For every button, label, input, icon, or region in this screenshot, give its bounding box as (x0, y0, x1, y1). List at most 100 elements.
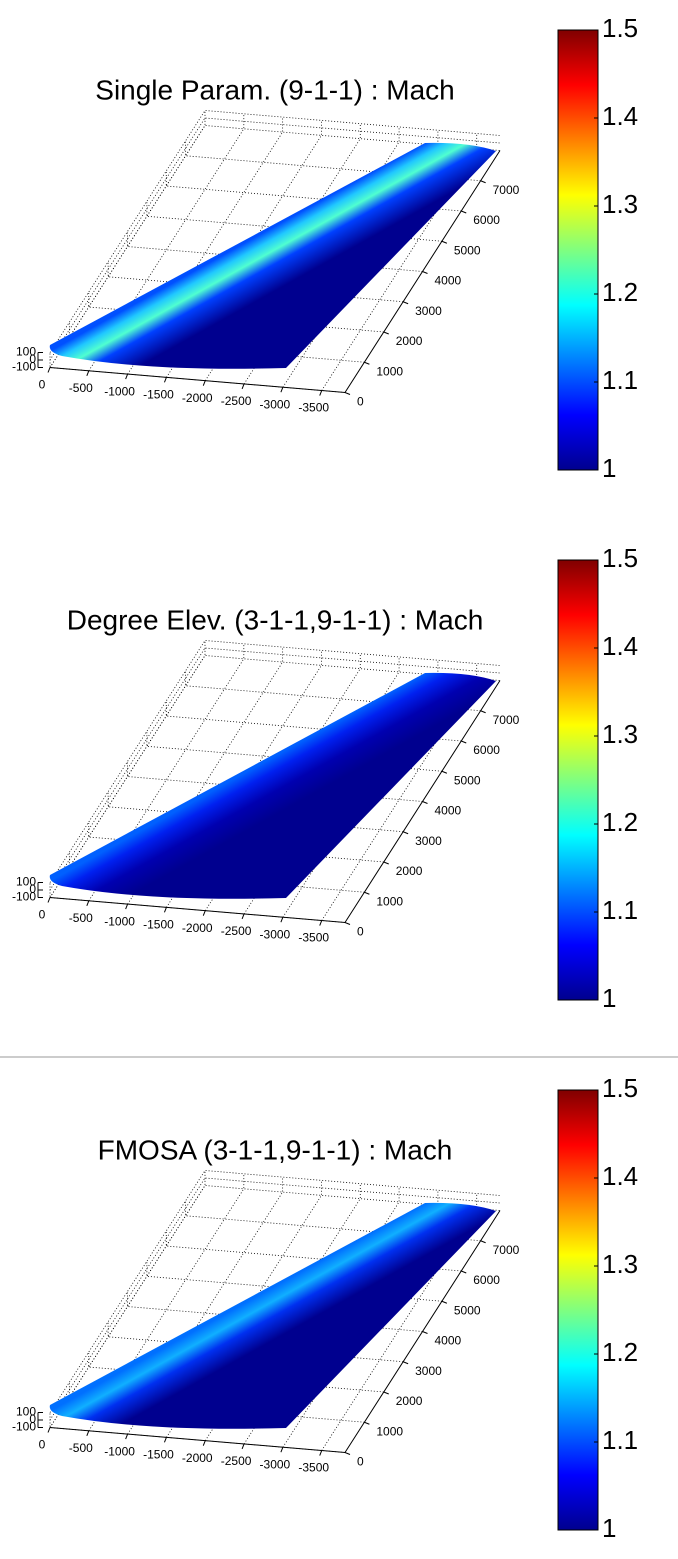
y-tick-label: 3000 (415, 304, 442, 318)
grid-line (68, 1382, 365, 1423)
colorbar-tick-label: 1.4 (602, 101, 638, 131)
colorbar-tick-label: 1.5 (602, 13, 638, 43)
x-tick-label: -1500 (143, 918, 174, 932)
x-tick-label: -500 (69, 911, 93, 925)
x-tick-label: -3000 (260, 927, 291, 941)
y-tick (441, 1300, 448, 1304)
y-tick (402, 831, 409, 835)
y-tick (344, 922, 351, 925)
grid-line (49, 110, 206, 368)
y-tick-label: 0 (357, 925, 364, 939)
z-tick-label: 100 (16, 345, 36, 359)
z-tick-label: 100 (16, 875, 36, 889)
x-tick-label: -2500 (221, 924, 252, 938)
y-tick-label: 6000 (473, 1273, 500, 1287)
grid-line (88, 1173, 245, 1432)
grid-line (146, 731, 442, 772)
chart-title: FMOSA (3-1-1,9-1-1) : Mach (98, 1134, 453, 1165)
x-tick-label: -3500 (298, 401, 329, 415)
colorbar-tick-label: 1.5 (602, 1073, 638, 1103)
grid-line (165, 701, 462, 742)
grid-line (107, 791, 404, 833)
grid-line (127, 761, 423, 802)
x-tick-label: 0 (39, 378, 46, 392)
x-tick (319, 920, 323, 926)
y-tick-label: 0 (357, 395, 364, 409)
y-tick (422, 271, 428, 274)
x-tick (319, 1450, 323, 1456)
colorbar (557, 29, 599, 471)
y-tick-label: 5000 (454, 243, 481, 257)
y-tick-label: 3000 (415, 834, 442, 848)
y-tick-label: 3000 (415, 1364, 442, 1378)
grid-line (185, 1200, 481, 1242)
grid-line (321, 663, 478, 921)
surface (49, 142, 496, 369)
y-tick-label: 5000 (454, 773, 481, 787)
z-tick-label: -100 (12, 890, 36, 904)
colorbar-tick-label: 1.3 (602, 1249, 638, 1279)
x-tick (280, 1447, 284, 1453)
grid-line (166, 1180, 322, 1438)
y-tick-label: 7000 (493, 183, 520, 197)
grid-line (68, 852, 365, 893)
y-tick-label: 6000 (473, 213, 500, 227)
colorbar-tick-label: 1.2 (602, 1337, 638, 1367)
grid-line (127, 1177, 284, 1435)
y-tick-label: 4000 (435, 1334, 462, 1348)
x-tick (202, 380, 206, 386)
x-tick (319, 390, 323, 396)
y-tick-label: 5000 (454, 1303, 481, 1317)
y-tick (402, 1361, 409, 1365)
y-tick (480, 1240, 486, 1244)
y-tick (480, 180, 486, 184)
grid-line (282, 660, 439, 918)
x-tick (241, 383, 245, 390)
surface (49, 672, 496, 899)
grid-line (107, 1321, 404, 1363)
x-tick (86, 900, 90, 906)
grid-line (243, 126, 400, 385)
chart-title: Degree Elev. (3-1-1,9-1-1) : Mach (67, 604, 484, 635)
grid-line (185, 140, 481, 182)
z-tick-label: 0 (29, 1412, 36, 1426)
grid-line (107, 261, 404, 303)
y-tick (364, 1421, 370, 1425)
y-tick (422, 801, 428, 804)
grid-line (49, 640, 206, 898)
x-tick-label: 0 (39, 908, 46, 922)
z-tick-label: 100 (16, 1405, 36, 1419)
grid-line (88, 113, 245, 372)
grid-line (88, 643, 245, 902)
grid-line (88, 292, 384, 333)
y-tick (441, 770, 448, 774)
z-tick-label: -100 (12, 1420, 36, 1434)
x-tick-label: -1000 (104, 914, 135, 928)
x-tick (47, 897, 51, 903)
x-tick-label: -2500 (221, 394, 252, 408)
grid-line (204, 1183, 361, 1441)
y-tick (364, 891, 370, 895)
x-tick-label: -500 (69, 381, 93, 395)
grid-line (49, 882, 346, 923)
colorbar-tick-label: 1.3 (602, 719, 638, 749)
x-tick-label: -3500 (298, 931, 329, 945)
x-tick-label: -1000 (104, 1444, 135, 1458)
x-tick (125, 903, 129, 910)
y-tick-label: 2000 (396, 334, 423, 348)
colorbar-tick-label: 1.3 (602, 189, 638, 219)
x-tick (125, 373, 129, 380)
x-tick (163, 377, 167, 383)
colorbar-tick-label: 1.1 (602, 365, 638, 395)
grid-line (165, 171, 462, 212)
grid-line (282, 130, 439, 388)
grid-line (243, 1186, 400, 1445)
grid-line (68, 322, 365, 363)
x-tick (241, 1443, 245, 1450)
grid-line (127, 231, 423, 272)
x-tick-label: -2500 (221, 1454, 252, 1468)
y-tick (344, 392, 351, 395)
x-tick (86, 1430, 90, 1436)
